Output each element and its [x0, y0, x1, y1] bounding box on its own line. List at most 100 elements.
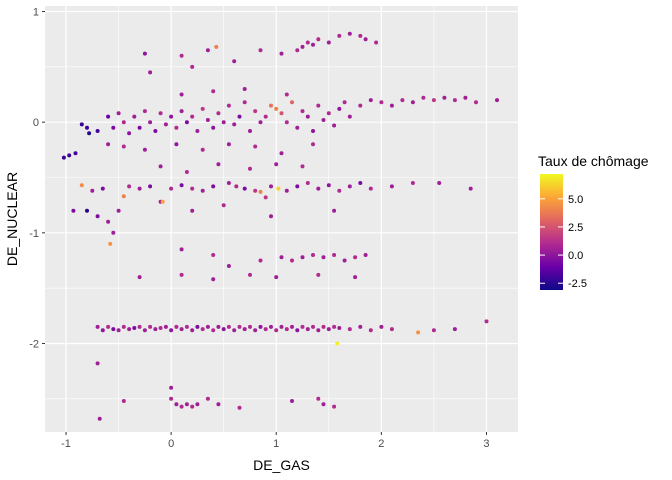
- data-point: [274, 328, 279, 333]
- data-point: [95, 361, 100, 366]
- data-point: [274, 275, 279, 280]
- data-point: [258, 324, 263, 329]
- data-point: [226, 181, 231, 185]
- data-point: [363, 37, 368, 42]
- data-point: [179, 247, 184, 252]
- y-tick-label: -2: [29, 338, 39, 350]
- data-point: [316, 328, 321, 333]
- data-point: [132, 114, 137, 119]
- x-tick-label: 3: [483, 438, 489, 450]
- data-point: [90, 188, 95, 193]
- data-point: [274, 106, 279, 111]
- data-point: [358, 103, 363, 108]
- data-point: [71, 208, 76, 213]
- data-point: [163, 122, 168, 127]
- data-point: [316, 396, 321, 401]
- data-point: [106, 142, 111, 147]
- data-point: [242, 100, 247, 105]
- data-point: [452, 98, 457, 103]
- data-point: [184, 120, 189, 125]
- data-point: [269, 184, 273, 189]
- data-point: [87, 131, 92, 136]
- colorbar-tick-label: 2.5: [568, 222, 583, 234]
- data-point: [290, 100, 294, 105]
- data-point: [279, 324, 284, 329]
- data-point: [137, 186, 142, 191]
- data-point: [248, 272, 252, 277]
- data-point: [358, 324, 363, 329]
- data-point: [121, 194, 126, 199]
- data-point: [321, 118, 326, 122]
- data-point: [221, 327, 226, 332]
- data-point: [116, 328, 121, 333]
- data-point: [163, 324, 168, 329]
- data-point: [379, 324, 384, 329]
- data-point: [174, 125, 179, 130]
- data-point: [284, 188, 289, 193]
- data-point: [111, 327, 116, 332]
- data-point: [431, 328, 436, 333]
- data-point: [368, 98, 373, 103]
- data-point: [148, 184, 153, 189]
- colorbar-tick-label: 0.0: [568, 250, 583, 262]
- data-point: [226, 324, 231, 329]
- data-point: [389, 184, 394, 189]
- data-point: [160, 199, 165, 204]
- data-point: [169, 396, 174, 401]
- data-point: [221, 203, 226, 208]
- data-point: [337, 188, 342, 193]
- data-point: [326, 327, 331, 332]
- data-point: [158, 111, 163, 116]
- data-point: [158, 326, 163, 330]
- data-point: [242, 87, 247, 91]
- data-point: [321, 324, 326, 329]
- data-point: [148, 70, 153, 75]
- data-point: [195, 129, 200, 133]
- data-point: [169, 186, 174, 191]
- data-point: [121, 120, 126, 125]
- data-point: [279, 151, 284, 156]
- data-point: [321, 255, 326, 260]
- data-point: [95, 324, 100, 329]
- data-point: [211, 184, 216, 189]
- data-point: [137, 125, 142, 130]
- data-point: [116, 208, 121, 213]
- data-point: [216, 402, 221, 407]
- y-tick-label: -1: [29, 228, 39, 240]
- data-point: [116, 111, 121, 116]
- data-point: [263, 114, 268, 119]
- data-point: [179, 53, 184, 58]
- data-point: [335, 341, 340, 346]
- data-point: [205, 324, 210, 329]
- data-point: [216, 162, 221, 167]
- colorbar-tick-label: -2.5: [568, 278, 587, 290]
- x-axis-title: DE_GAS: [253, 457, 310, 473]
- data-point: [190, 64, 195, 69]
- data-point: [174, 142, 179, 147]
- data-point: [274, 162, 279, 167]
- data-point: [121, 144, 126, 149]
- data-point: [311, 253, 315, 257]
- data-point: [214, 44, 219, 49]
- data-point: [232, 122, 237, 127]
- data-point: [311, 324, 315, 329]
- data-point: [347, 327, 352, 332]
- data-point: [253, 328, 258, 333]
- data-point: [85, 125, 89, 130]
- data-point: [190, 186, 195, 191]
- data-point: [184, 324, 189, 329]
- data-point: [463, 95, 468, 100]
- data-point: [195, 402, 200, 407]
- data-point: [316, 37, 321, 42]
- data-point: [305, 40, 310, 45]
- data-point: [73, 151, 78, 156]
- colorbar-tick-label: 5.0: [568, 194, 583, 206]
- data-point: [179, 272, 184, 277]
- data-point: [179, 183, 184, 188]
- data-point: [190, 404, 195, 409]
- data-point: [263, 195, 268, 200]
- data-point: [195, 324, 200, 329]
- data-point: [332, 208, 337, 213]
- data-point: [290, 324, 294, 329]
